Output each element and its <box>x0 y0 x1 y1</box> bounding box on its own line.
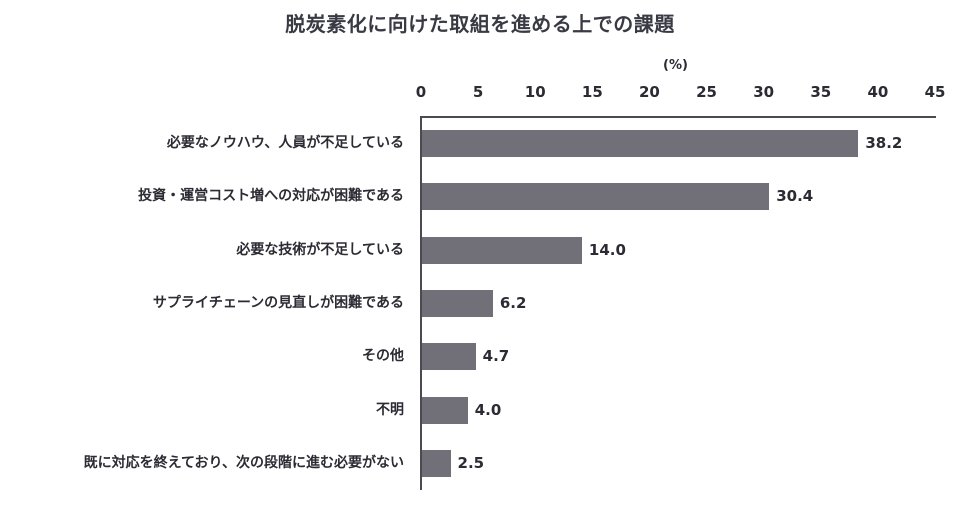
x-tick-label: 45 <box>924 83 946 101</box>
x-tick-label: 0 <box>415 83 427 101</box>
bar <box>422 237 582 264</box>
x-tick-label: 5 <box>472 83 484 101</box>
category-label: 必要なノウハウ、人員が不足している <box>166 135 404 151</box>
bar <box>422 397 468 424</box>
x-tick-label: 10 <box>524 83 546 101</box>
value-label: 30.4 <box>776 187 814 205</box>
value-label: 38.2 <box>865 134 903 152</box>
category-label: 既に対応を終えており、次の段階に進む必要がない <box>83 455 404 471</box>
x-tick-label: 35 <box>810 83 832 101</box>
bar <box>422 450 451 477</box>
value-label: 6.2 <box>499 294 527 312</box>
x-tick-label: 15 <box>581 83 603 101</box>
axis-unit-label: (%) <box>663 58 688 73</box>
category-label: 不明 <box>376 402 404 418</box>
bar <box>422 183 770 210</box>
bar <box>422 343 476 370</box>
x-tick-label: 20 <box>639 83 660 101</box>
bar <box>422 130 859 157</box>
category-label: 投資・運営コスト増への対応が困難である <box>138 188 404 204</box>
value-label: 14.0 <box>588 241 626 259</box>
category-label: サプライチェーンの見直しが困難である <box>152 295 404 311</box>
value-label: 4.0 <box>474 401 502 419</box>
x-axis-line <box>420 116 936 118</box>
y-axis-line <box>420 116 422 490</box>
x-tick-label: 30 <box>753 83 775 101</box>
x-tick-label: 40 <box>867 83 889 101</box>
category-label: 必要な技術が不足している <box>236 242 404 258</box>
bar <box>422 290 493 317</box>
value-label: 2.5 <box>457 454 485 472</box>
category-label: その他 <box>362 348 404 364</box>
x-tick-label: 25 <box>696 83 717 101</box>
chart-title: 脱炭素化に向けた取組を進める上での課題 <box>285 12 675 36</box>
value-label: 4.7 <box>482 347 510 365</box>
